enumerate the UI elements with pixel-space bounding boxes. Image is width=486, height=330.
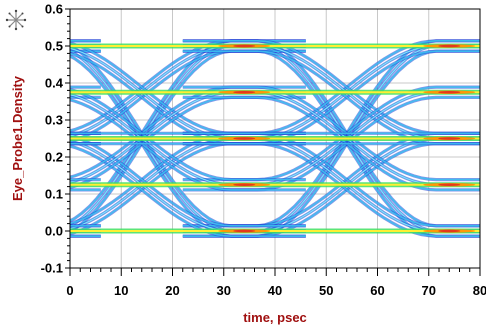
x-tick-label: 50 bbox=[319, 283, 333, 298]
level-hotspot-core bbox=[28, 137, 50, 139]
y-axis-ticks: -0.1 0.0 0.1 0.2 0.3 0.4 0.5 0.6 bbox=[41, 2, 70, 276]
level-hotspot-core bbox=[438, 229, 461, 233]
level-hotspot-core bbox=[438, 183, 461, 186]
y-tick-label: 0.5 bbox=[45, 39, 63, 54]
x-tick-label: 80 bbox=[473, 283, 486, 298]
y-tick-label: 0.0 bbox=[45, 224, 63, 239]
level-band-core bbox=[70, 137, 480, 140]
level-hotspot-core bbox=[233, 229, 256, 233]
logic-level-bands bbox=[28, 43, 480, 234]
eye-trace-core bbox=[70, 134, 306, 227]
y-tick-label: -0.1 bbox=[41, 261, 63, 276]
x-axis-title: time, psec bbox=[243, 310, 307, 325]
level-hotspot-core bbox=[233, 91, 256, 94]
level-band-core bbox=[70, 183, 480, 186]
level-hotspot-core bbox=[233, 137, 256, 140]
x-tick-label: 0 bbox=[66, 283, 73, 298]
keysight-starburst-icon bbox=[5, 9, 27, 31]
y-tick-label: 0.3 bbox=[45, 113, 63, 128]
y-tick-label: 0.2 bbox=[45, 150, 63, 165]
level-hotspot-core bbox=[233, 183, 256, 186]
level-band-core bbox=[70, 45, 480, 47]
x-tick-label: 40 bbox=[268, 283, 282, 298]
level-hotspot-core bbox=[28, 91, 50, 93]
y-tick-label: 0.1 bbox=[45, 187, 63, 202]
x-tick-label: 30 bbox=[217, 283, 231, 298]
level-hotspot-core bbox=[438, 44, 461, 48]
level-band-core bbox=[70, 91, 480, 94]
x-tick-label: 10 bbox=[114, 283, 128, 298]
y-axis-title: Eye_Probe1.Density bbox=[10, 75, 25, 201]
y-tick-label: 0.4 bbox=[45, 76, 64, 91]
x-tick-label: 60 bbox=[370, 283, 384, 298]
level-band-core bbox=[70, 230, 480, 232]
eye-trace-core bbox=[70, 145, 306, 237]
y-tick-label: 0.6 bbox=[45, 2, 63, 17]
level-hotspot-core bbox=[233, 44, 256, 48]
level-hotspot-core bbox=[438, 137, 461, 140]
x-tick-label: 20 bbox=[165, 283, 179, 298]
level-hotspot-core bbox=[438, 91, 461, 94]
x-tick-label: 70 bbox=[422, 283, 436, 298]
x-axis-ticks: 0 10 20 30 40 50 60 70 80 bbox=[66, 268, 486, 298]
